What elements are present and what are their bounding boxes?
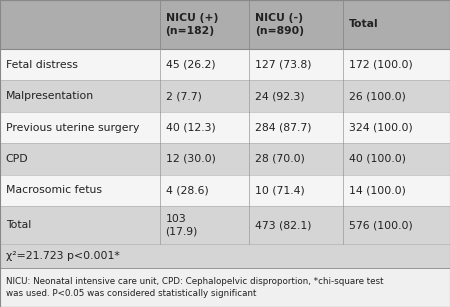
Bar: [249, 80, 343, 112]
Text: 4 (28.6): 4 (28.6): [166, 185, 208, 195]
Bar: [0, 143, 160, 175]
Bar: [160, 0, 249, 49]
Bar: [0, 0, 160, 49]
Text: 12 (30.0): 12 (30.0): [166, 154, 216, 164]
Text: Fetal distress: Fetal distress: [6, 60, 78, 70]
Text: 40 (12.3): 40 (12.3): [166, 122, 216, 133]
Text: Macrosomic fetus: Macrosomic fetus: [6, 185, 102, 195]
Text: 14 (100.0): 14 (100.0): [349, 185, 406, 195]
Text: 127 (73.8): 127 (73.8): [255, 60, 311, 70]
Bar: [0, 206, 160, 244]
Text: NICU (-)
(n=890): NICU (-) (n=890): [255, 13, 304, 36]
Bar: [343, 0, 450, 49]
Text: 103
(17.9): 103 (17.9): [166, 214, 198, 236]
Text: CPD: CPD: [6, 154, 28, 164]
Text: 284 (87.7): 284 (87.7): [255, 122, 311, 133]
Bar: [343, 80, 450, 112]
Text: Previous uterine surgery: Previous uterine surgery: [6, 122, 139, 133]
Bar: [343, 175, 450, 206]
Text: 26 (100.0): 26 (100.0): [349, 91, 406, 101]
Bar: [249, 143, 343, 175]
Text: 2 (7.7): 2 (7.7): [166, 91, 202, 101]
Text: 324 (100.0): 324 (100.0): [349, 122, 413, 133]
Bar: [343, 206, 450, 244]
Text: Total: Total: [6, 220, 31, 230]
Bar: [0, 268, 450, 307]
Bar: [343, 49, 450, 80]
Bar: [249, 175, 343, 206]
Bar: [0, 49, 160, 80]
Text: Total: Total: [349, 19, 379, 29]
Text: 10 (71.4): 10 (71.4): [255, 185, 305, 195]
Text: 40 (100.0): 40 (100.0): [349, 154, 406, 164]
Bar: [160, 112, 249, 143]
Text: 24 (92.3): 24 (92.3): [255, 91, 304, 101]
Bar: [160, 80, 249, 112]
Bar: [0, 80, 160, 112]
Bar: [160, 206, 249, 244]
Bar: [249, 206, 343, 244]
Bar: [249, 0, 343, 49]
Bar: [160, 49, 249, 80]
Text: NICU (+)
(n=182): NICU (+) (n=182): [166, 13, 218, 36]
Text: 45 (26.2): 45 (26.2): [166, 60, 215, 70]
Bar: [343, 112, 450, 143]
Text: 172 (100.0): 172 (100.0): [349, 60, 413, 70]
Bar: [249, 112, 343, 143]
Bar: [0, 175, 160, 206]
Text: χ²=21.723 p<0.001*: χ²=21.723 p<0.001*: [6, 251, 120, 261]
Bar: [0, 244, 450, 268]
Bar: [160, 143, 249, 175]
Text: Malpresentation: Malpresentation: [6, 91, 94, 101]
Text: 473 (82.1): 473 (82.1): [255, 220, 311, 230]
Bar: [0, 112, 160, 143]
Text: NICU: Neonatal intensive care unit, CPD: Cephalopelvic disproportion, *chi-squar: NICU: Neonatal intensive care unit, CPD:…: [6, 277, 383, 298]
Text: 576 (100.0): 576 (100.0): [349, 220, 413, 230]
Bar: [343, 143, 450, 175]
Text: 28 (70.0): 28 (70.0): [255, 154, 305, 164]
Bar: [249, 49, 343, 80]
Bar: [160, 175, 249, 206]
